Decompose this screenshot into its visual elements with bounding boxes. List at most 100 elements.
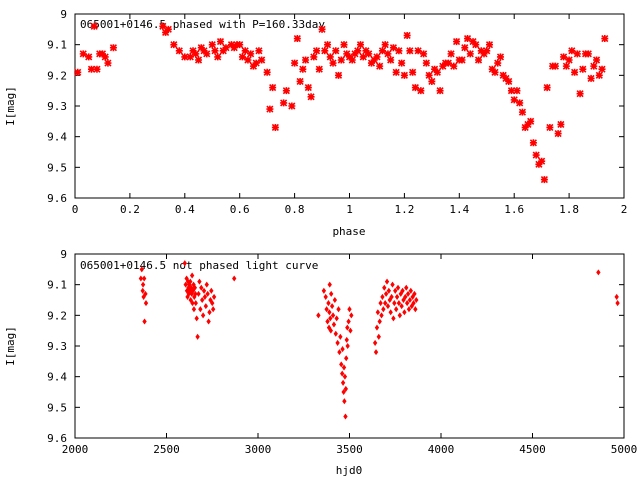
phased-data-point xyxy=(79,50,87,58)
phased-x-tick-label: 0.4 xyxy=(175,203,195,216)
raw-data-point xyxy=(343,385,349,392)
phased-y-tick-label: 9.6 xyxy=(47,192,67,205)
raw-data-point xyxy=(393,306,399,313)
raw-data-point xyxy=(323,293,328,300)
raw-data-point xyxy=(391,315,396,322)
raw-data-point xyxy=(208,296,213,304)
raw-data-point xyxy=(189,284,194,291)
raw-data-point xyxy=(344,355,349,362)
raw-data-point xyxy=(332,296,338,304)
raw-y-tick-label: 9.5 xyxy=(47,401,67,414)
phased-data-point xyxy=(444,59,452,67)
phased-data-point xyxy=(510,96,518,104)
phased-x-tick-label: 1 xyxy=(346,203,353,216)
phased-data-point xyxy=(282,87,290,95)
raw-data-point xyxy=(339,361,344,368)
raw-data-point xyxy=(329,290,334,297)
phased-data-point xyxy=(247,50,255,58)
raw-data-point xyxy=(376,333,381,340)
phased-data-point xyxy=(208,41,216,49)
phased-data-point xyxy=(392,68,400,76)
raw-data-point xyxy=(201,287,207,294)
phased-data-point xyxy=(194,56,203,64)
raw-data-point xyxy=(372,339,378,346)
raw-data-point xyxy=(397,312,402,319)
phased-data-point xyxy=(398,59,406,67)
raw-data-point xyxy=(333,330,338,337)
raw-data-point xyxy=(388,309,393,316)
phased-data-point xyxy=(450,62,458,70)
raw-data-point xyxy=(401,296,406,304)
phased-data-point xyxy=(387,56,395,64)
phased-x-tick-label: 0.8 xyxy=(285,203,305,216)
raw-data-point xyxy=(342,398,347,405)
phased-data-point xyxy=(326,53,334,61)
raw-data-point xyxy=(349,312,354,319)
phased-data-point xyxy=(598,65,606,73)
raw-data-point xyxy=(199,284,204,291)
phased-data-point xyxy=(310,53,318,61)
raw-data-point xyxy=(197,278,202,285)
phased-x-tick-label: 0 xyxy=(72,203,79,216)
phased-data-point xyxy=(252,59,260,67)
phased-data-point xyxy=(406,47,414,55)
raw-data-point xyxy=(394,293,400,300)
raw-data-point xyxy=(404,284,409,291)
phased-data-point xyxy=(414,47,422,55)
raw-data-point xyxy=(183,281,188,288)
phased-x-tick-label: 0.2 xyxy=(120,203,140,216)
phased-data-point xyxy=(592,56,601,64)
phased-data-point xyxy=(332,47,340,55)
raw-x-tick-label: 4500 xyxy=(519,443,546,456)
raw-y-tick-label: 9.6 xyxy=(47,432,67,445)
raw-data-point xyxy=(142,318,147,325)
phased-data-point xyxy=(271,123,279,132)
phased-data-point xyxy=(307,93,315,101)
phased-data-point xyxy=(359,53,367,61)
phased-data-point xyxy=(529,139,537,147)
phased-data-point xyxy=(560,53,568,61)
raw-data-point xyxy=(378,300,383,307)
phased-data-point xyxy=(546,123,554,132)
raw-data-point xyxy=(389,293,394,300)
phased-data-point xyxy=(562,62,570,70)
raw-data-point xyxy=(383,290,389,297)
phased-data-point xyxy=(211,47,219,55)
phased-data-point xyxy=(74,68,82,76)
raw-data-point xyxy=(338,333,343,340)
raw-data-point xyxy=(380,293,385,300)
phased-data-point xyxy=(378,47,387,55)
phased-data-point xyxy=(299,65,307,73)
phased-x-tick-label: 1.6 xyxy=(504,203,524,216)
raw-data-point xyxy=(340,370,345,377)
raw-data-point xyxy=(200,296,205,304)
phased-data-point xyxy=(87,65,96,73)
phased-data-point xyxy=(93,65,101,73)
phased-x-tick-label: 1.4 xyxy=(449,203,469,216)
phased-data-point xyxy=(601,34,609,43)
raw-data-point xyxy=(344,336,349,343)
raw-data-point xyxy=(330,312,336,319)
raw-data-point xyxy=(413,306,418,313)
raw-data-point xyxy=(403,293,408,300)
phased-x-tick-label: 0.6 xyxy=(230,203,250,216)
raw-data-point xyxy=(327,281,332,288)
phased-data-point xyxy=(425,71,433,79)
phased-data-point xyxy=(507,87,516,95)
raw-data-point xyxy=(343,413,348,420)
phased-data-point xyxy=(340,41,348,49)
raw-data-point xyxy=(328,327,334,334)
phased-y-axis-label: I[mag] xyxy=(4,86,17,126)
raw-data-point xyxy=(198,306,203,313)
phased-data-point xyxy=(433,68,441,76)
phased-data-point xyxy=(474,56,483,64)
phased-data-point xyxy=(263,68,271,76)
raw-data-point xyxy=(341,364,347,371)
phased-data-point xyxy=(409,68,417,76)
phased-data-point xyxy=(222,44,230,52)
phased-data-point xyxy=(186,53,194,61)
phased-data-point xyxy=(428,77,436,86)
raw-data-point xyxy=(393,287,398,294)
raw-data-point xyxy=(139,266,144,273)
phased-data-point xyxy=(109,44,117,52)
